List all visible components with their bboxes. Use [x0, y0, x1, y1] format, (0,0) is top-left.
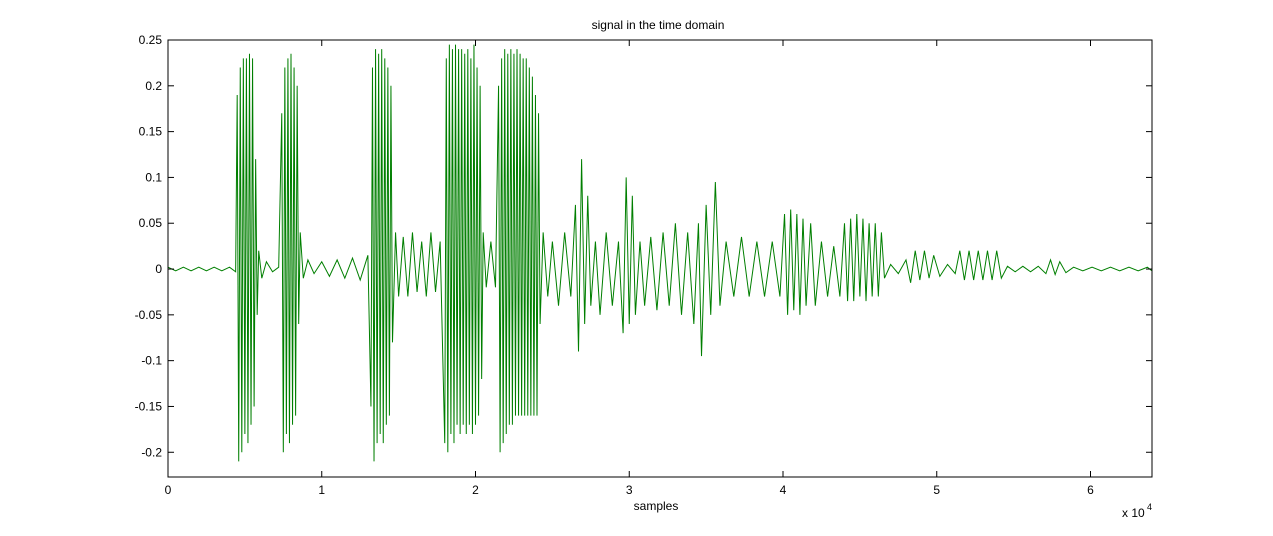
y-tick-label: 0 [155, 262, 162, 276]
y-tick-label: 0.2 [145, 79, 162, 93]
x-tick-label: 1 [318, 483, 325, 497]
y-tick-label: -0.1 [141, 354, 162, 368]
y-tick-label: 0.05 [139, 216, 163, 230]
x-tick-label: 3 [626, 483, 633, 497]
x-exponent-power: 4 [1147, 502, 1152, 512]
x-tick-label: 5 [933, 483, 940, 497]
x-tick-label: 0 [165, 483, 172, 497]
x-tick-label: 2 [472, 483, 479, 497]
signal-line [167, 44, 1153, 462]
chart-title: signal in the time domain [592, 18, 725, 32]
x-axis-label: samples [634, 499, 679, 513]
y-tick-label: 0.15 [139, 125, 163, 139]
y-tick-label: -0.05 [135, 308, 163, 322]
x-tick-label: 6 [1087, 483, 1094, 497]
y-tick-label: 0.1 [145, 170, 162, 184]
y-tick-label: -0.2 [141, 445, 162, 459]
y-tick-label: -0.15 [135, 399, 163, 413]
plot-frame [167, 39, 1153, 478]
x-tick-label: 4 [780, 483, 787, 497]
y-tick-label: 0.25 [139, 33, 163, 47]
x-exponent-base: x 10 [1122, 506, 1145, 520]
